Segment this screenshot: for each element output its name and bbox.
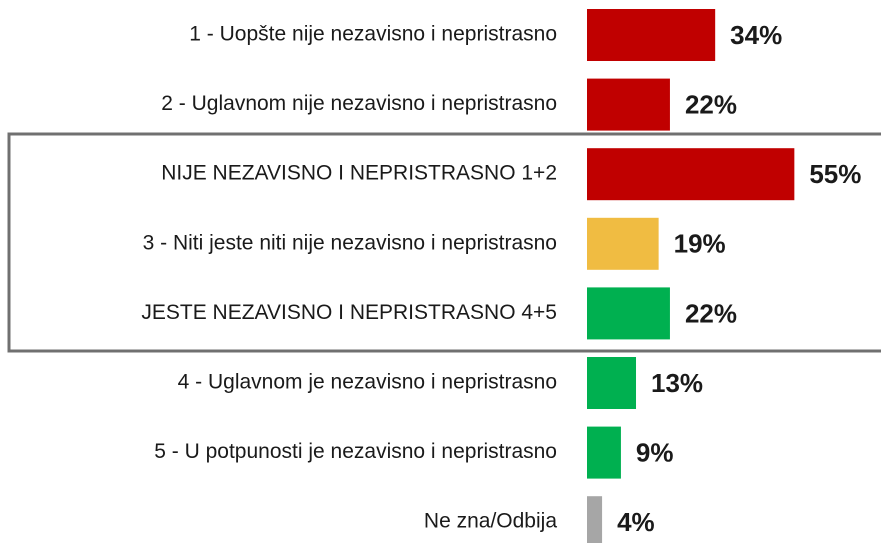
value-label: 4% (617, 507, 655, 537)
bar (587, 357, 637, 409)
value-label: 34% (730, 20, 782, 50)
category-label: JESTE NEZAVISNO I NEPRISTRASNO 4+5 (141, 301, 557, 324)
value-label: 19% (674, 229, 726, 259)
category-label: NIJE NEZAVISNO I NEPRISTRASNO 1+2 (161, 162, 557, 185)
bar (587, 496, 603, 543)
value-label: 55% (809, 159, 861, 189)
value-label: 9% (636, 437, 674, 467)
category-label: 4 - Uglavnom je nezavisno i nepristrasno (178, 371, 557, 394)
category-label: 1 - Uopšte nije nezavisno i nepristrasno (189, 23, 557, 46)
category-label: Ne zna/Odbija (424, 510, 557, 533)
category-label: 2 - Uglavnom nije nezavisno i nepristras… (161, 92, 557, 115)
bar (587, 287, 670, 340)
value-label: 22% (685, 89, 737, 119)
category-label: 5 - U potpunosti je nezavisno i nepristr… (154, 440, 557, 463)
bar (587, 148, 795, 201)
bar (587, 426, 621, 479)
value-label: 22% (685, 298, 737, 328)
bar (587, 9, 716, 61)
bar (587, 217, 659, 270)
bar (587, 78, 670, 131)
highlight-box (7, 132, 881, 353)
value-label: 13% (651, 368, 703, 398)
category-label: 3 - Niti jeste niti nije nezavisno i nep… (143, 231, 557, 254)
